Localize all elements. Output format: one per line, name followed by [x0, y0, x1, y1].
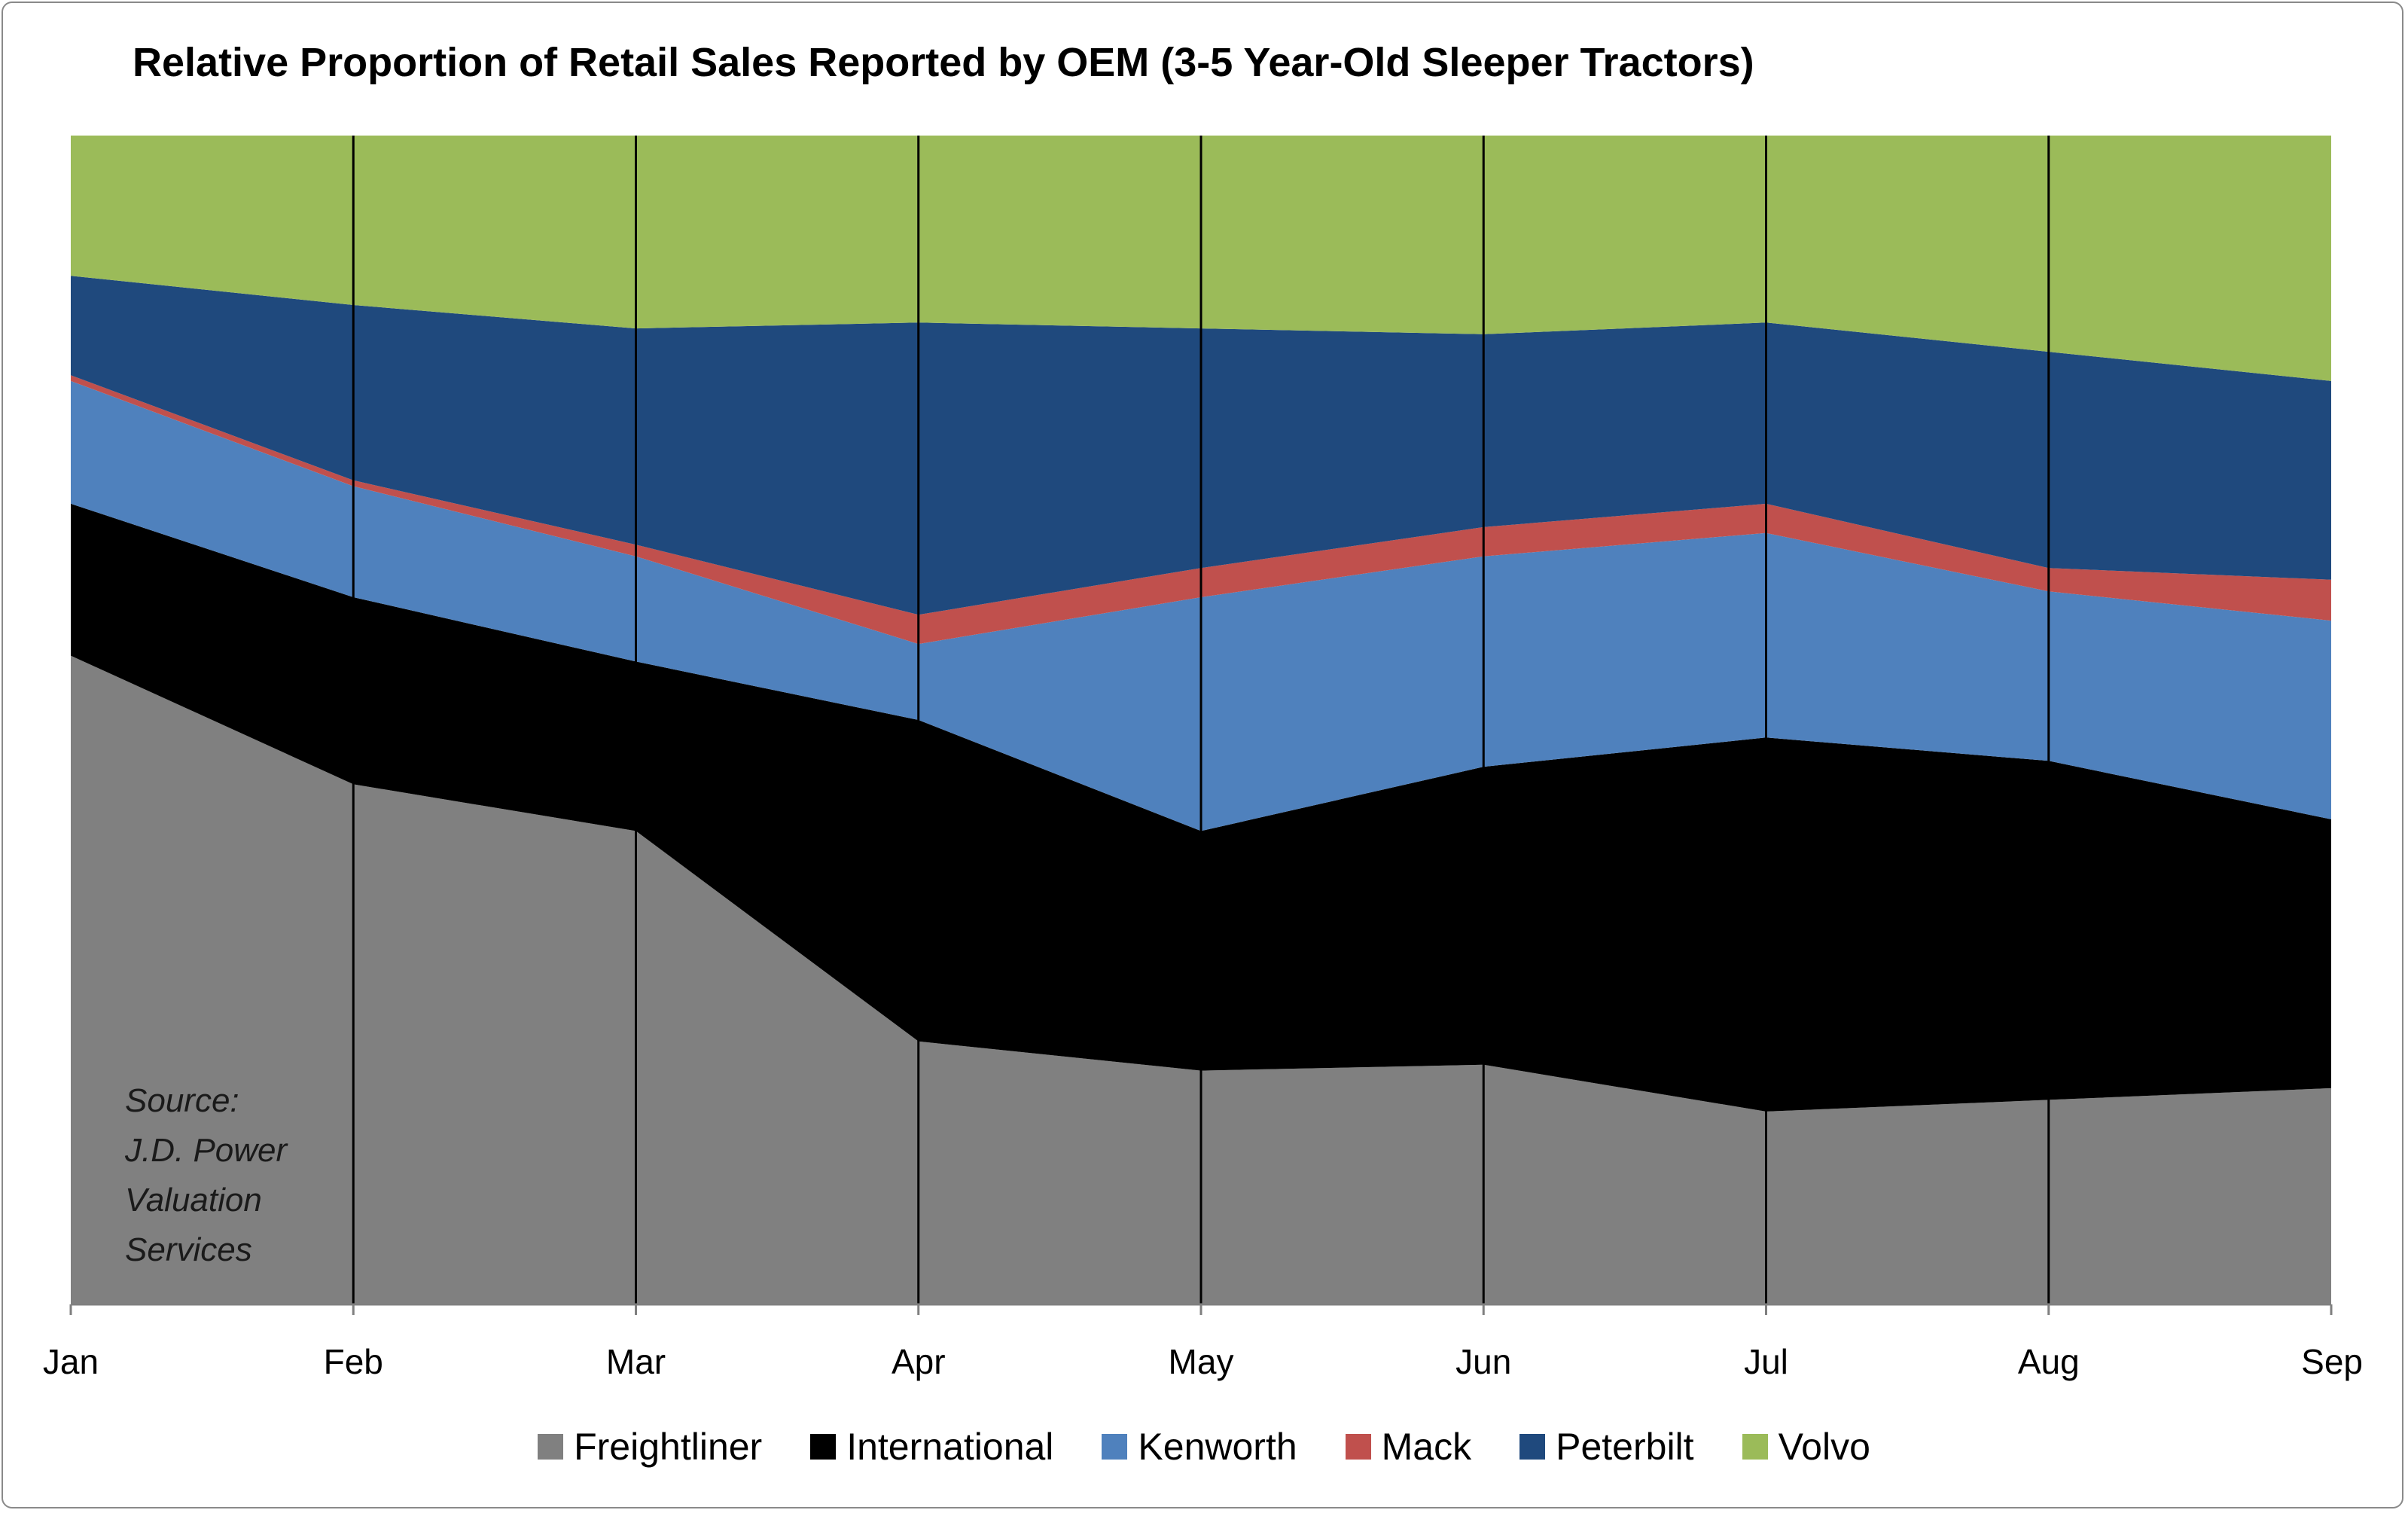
x-axis: Jan Feb Mar Apr May Jun Jul Aug Sep [43, 1303, 2363, 1381]
legend-item-freightliner: Freightliner [538, 1425, 762, 1469]
x-tick-label: Jan [43, 1342, 99, 1381]
source-annotation-line: Valuation [125, 1182, 262, 1219]
legend-label: Mack [1381, 1426, 1472, 1468]
source-annotation-line: Source: [125, 1082, 239, 1119]
x-tick-label: Jun [1455, 1342, 1511, 1381]
legend-swatch [1519, 1434, 1546, 1460]
legend-swatch [538, 1434, 564, 1460]
x-tick-label: Mar [606, 1342, 666, 1381]
x-tick-label: Aug [2018, 1342, 2080, 1381]
chart-title: Relative Proportion of Retail Sales Repo… [133, 40, 1754, 85]
x-tick-label: May [1169, 1342, 1234, 1381]
legend-label: Kenworth [1138, 1426, 1297, 1468]
legend-swatch [1102, 1434, 1128, 1460]
x-tick-label: Jul [1744, 1342, 1788, 1381]
source-annotation-line: J.D. Power [124, 1132, 289, 1169]
legend-item-peterbilt: Peterbilt [1519, 1425, 1694, 1469]
legend-item-mack: Mack [1345, 1425, 1472, 1469]
legend-swatch [1742, 1434, 1768, 1460]
legend-label: Volvo [1778, 1426, 1870, 1468]
legend-swatch [810, 1434, 837, 1460]
legend-item-kenworth: Kenworth [1102, 1425, 1297, 1469]
legend-label: Peterbilt [1556, 1426, 1694, 1468]
x-tick-label: Feb [324, 1342, 383, 1381]
legend-swatch [1345, 1434, 1371, 1460]
source-annotation-line: Services [125, 1231, 252, 1268]
legend: Freightliner International Kenworth Mack Pet… [0, 1425, 2408, 1469]
source-annotation: Source: J.D. Power Valuation Services [124, 1082, 289, 1268]
x-tick-label: Apr [892, 1342, 946, 1381]
vertical-gridlines [352, 136, 2050, 1304]
legend-label: International [846, 1426, 1054, 1468]
x-tick-label: Sep [2301, 1342, 2363, 1381]
legend-item-international: International [810, 1425, 1053, 1469]
legend-item-volvo: Volvo [1742, 1425, 1870, 1469]
legend-label: Freightliner [574, 1426, 763, 1468]
